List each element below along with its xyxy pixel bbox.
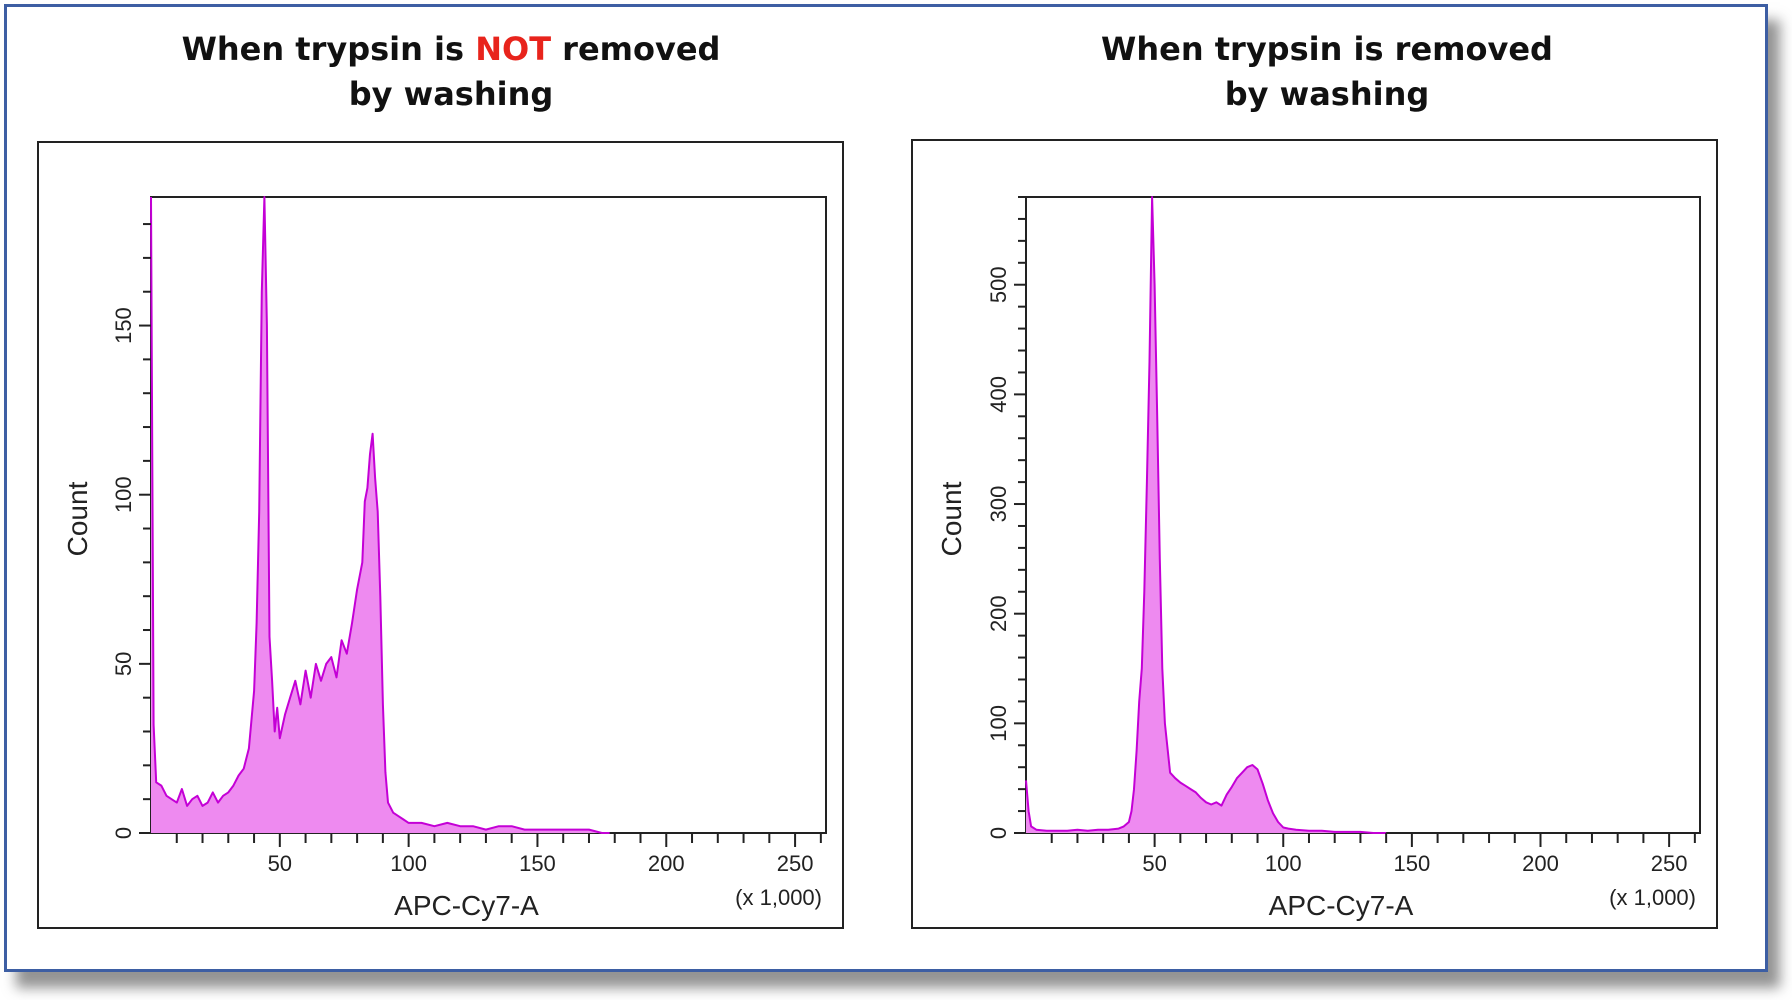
histogram-panel-right: 50 100 150 200 250 0 100 200 300 400 500 APC-Cy7-A (… xyxy=(911,139,1718,929)
y-axis-label: Count xyxy=(62,481,93,556)
figure-frame: When trypsin is NOT removed by washing W… xyxy=(4,4,1768,972)
y-axis-label: Count xyxy=(936,481,967,556)
title-line1-end: removed xyxy=(551,30,721,68)
histogram-outline xyxy=(150,196,610,834)
x-tick-label: 150 xyxy=(1394,851,1431,876)
y-tick-label: 200 xyxy=(986,595,1011,632)
x-multiplier-label: (x 1,000) xyxy=(735,885,822,910)
title-accent-word: NOT xyxy=(475,30,552,68)
x-tick-label: 200 xyxy=(1522,851,1559,876)
x-tick-label: 200 xyxy=(648,851,685,876)
x-tick-label: 100 xyxy=(1265,851,1302,876)
panel-title-right: When trypsin is removed by washing xyxy=(907,27,1747,117)
x-axis-label: APC-Cy7-A xyxy=(394,890,539,921)
x-tick-label: 150 xyxy=(519,851,556,876)
y-tick-label: 100 xyxy=(111,476,136,513)
panel-title-left: When trypsin is NOT removed by washing xyxy=(31,27,871,117)
histogram-panel-left: 50 100 150 200 250 0 50 100 150 APC-Cy7-A (x 1,000… xyxy=(37,141,844,929)
title-line2: by washing xyxy=(1224,75,1430,113)
x-tick-label: 250 xyxy=(1651,851,1688,876)
histogram-left: 50 100 150 200 250 0 50 100 150 APC-Cy7-A (x 1,000… xyxy=(62,196,827,921)
y-tick-label: 50 xyxy=(111,652,136,676)
x-axis-label: APC-Cy7-A xyxy=(1269,890,1414,921)
x-tick-label: 50 xyxy=(1142,851,1166,876)
y-tick-label: 100 xyxy=(986,705,1011,742)
title-line1-start: When trypsin is xyxy=(181,30,476,68)
x-multiplier-label: (x 1,000) xyxy=(1609,885,1696,910)
x-tick-label: 100 xyxy=(390,851,427,876)
histogram-outline xyxy=(1025,196,1387,834)
x-tick-label: 50 xyxy=(268,851,292,876)
y-tick-label: 400 xyxy=(986,376,1011,413)
histogram-right: 50 100 150 200 250 0 100 200 300 400 500 APC-Cy7-A (… xyxy=(936,196,1701,921)
y-tick-label: 300 xyxy=(986,486,1011,523)
y-tick-label: 0 xyxy=(111,827,136,839)
y-tick-label: 500 xyxy=(986,266,1011,303)
title-line1-start: When trypsin is removed xyxy=(1101,30,1553,68)
plot-area xyxy=(1025,196,1701,834)
y-tick-label: 0 xyxy=(986,827,1011,839)
x-tick-label: 250 xyxy=(777,851,814,876)
histogram-area xyxy=(151,197,610,833)
title-line2: by washing xyxy=(348,75,554,113)
y-tick-label: 150 xyxy=(111,307,136,344)
